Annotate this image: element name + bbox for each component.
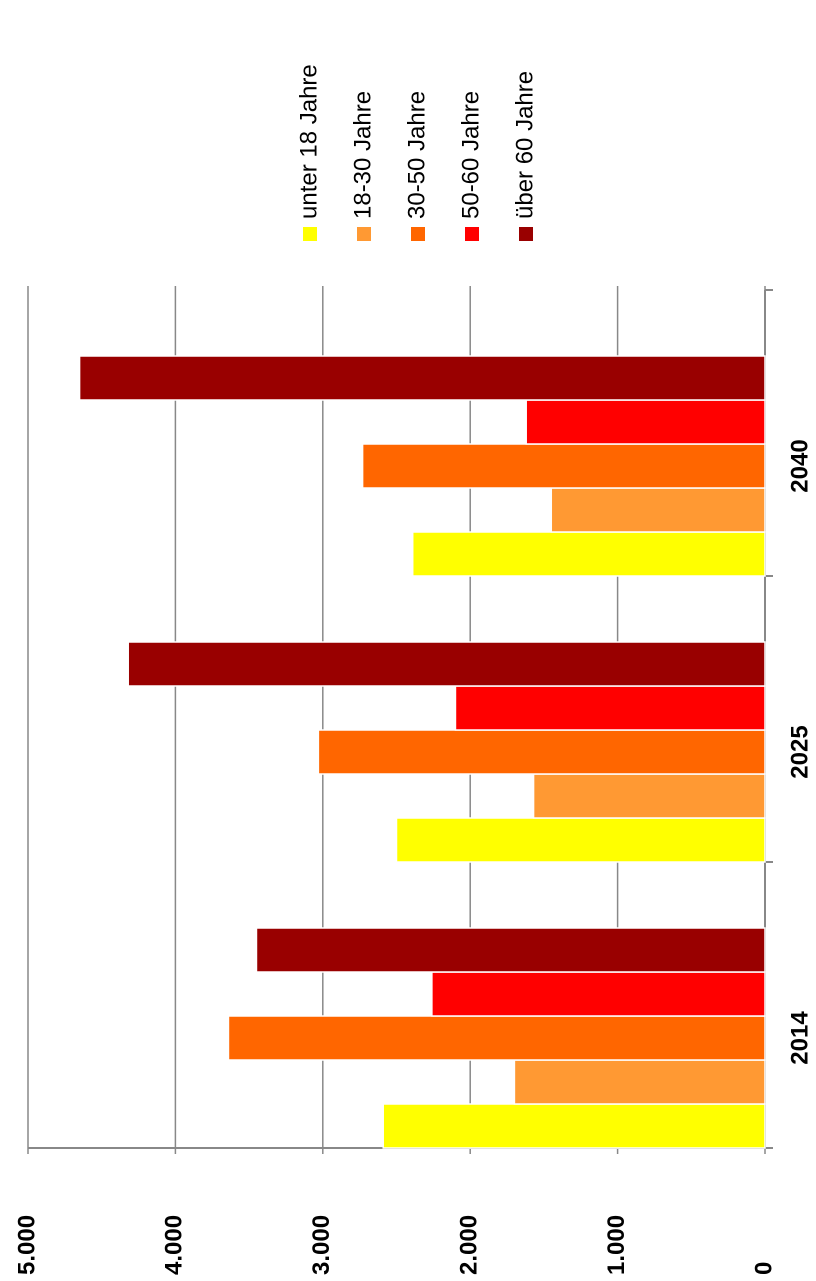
x-tick-label: 2025	[786, 725, 813, 778]
x-tick-label: 2014	[786, 1011, 813, 1065]
legend-label: 18-30 Jahre	[349, 91, 376, 219]
y-tick-label: 0	[750, 1262, 777, 1275]
legend-swatch	[465, 227, 479, 241]
y-tick-label: 4.000	[161, 1215, 188, 1275]
x-tick-label: 2040	[786, 439, 813, 492]
bar	[361, 443, 766, 489]
legend-swatch	[303, 227, 317, 241]
legend-label: 50-60 Jahre	[457, 91, 484, 219]
bar	[550, 487, 766, 533]
legend-label: unter 18 Jahre	[295, 64, 322, 219]
bar	[317, 729, 766, 775]
bar	[227, 1015, 766, 1061]
rotated-chart: 0 1.000 2.000 3.000 4.000 5.000 2014 2025 2040 un…	[13, 64, 813, 1275]
bar	[382, 1103, 766, 1149]
legend-swatch	[519, 227, 533, 241]
y-tick-label: 5.000	[13, 1215, 40, 1275]
bar	[127, 641, 766, 687]
legend-swatch	[411, 227, 425, 241]
bar	[395, 817, 766, 863]
legend-label: 30-50 Jahre	[403, 91, 430, 219]
y-tick-label: 1.000	[603, 1215, 630, 1275]
legend-swatch	[357, 227, 371, 241]
bar	[532, 773, 766, 819]
bar	[255, 927, 766, 973]
y-tick-label: 3.000	[308, 1215, 335, 1275]
y-tick-label: 2.000	[456, 1215, 483, 1275]
bar	[454, 685, 766, 731]
bar	[411, 531, 766, 577]
bar	[431, 971, 766, 1017]
bar	[513, 1059, 766, 1105]
bar	[78, 355, 766, 401]
legend-label: über 60 Jahre	[511, 71, 538, 219]
bar	[525, 399, 766, 445]
